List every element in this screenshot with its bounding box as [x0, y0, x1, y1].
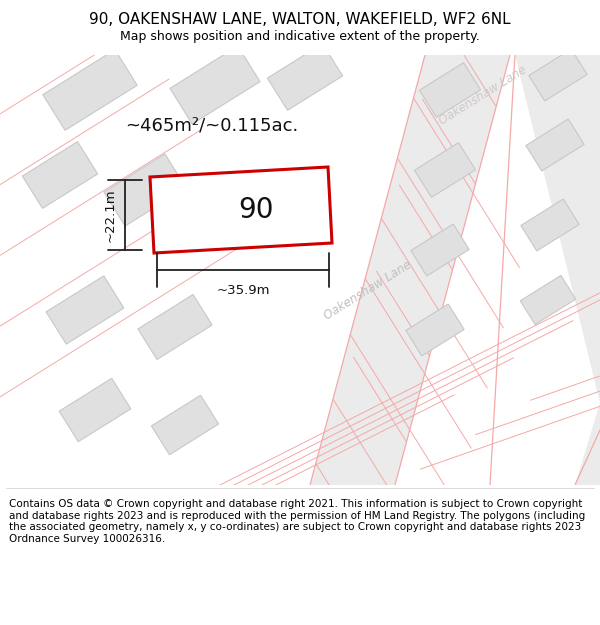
Polygon shape	[22, 142, 98, 208]
Polygon shape	[138, 294, 212, 359]
Polygon shape	[411, 224, 469, 276]
Polygon shape	[526, 119, 584, 171]
Polygon shape	[521, 199, 579, 251]
Polygon shape	[170, 46, 260, 124]
Polygon shape	[151, 395, 218, 455]
Polygon shape	[104, 154, 186, 226]
Polygon shape	[406, 304, 464, 356]
Polygon shape	[43, 49, 137, 131]
Text: 90, OAKENSHAW LANE, WALTON, WAKEFIELD, WF2 6NL: 90, OAKENSHAW LANE, WALTON, WAKEFIELD, W…	[89, 12, 511, 27]
Polygon shape	[419, 62, 481, 118]
Text: ~22.1m: ~22.1m	[104, 188, 117, 242]
Polygon shape	[520, 276, 576, 324]
Polygon shape	[515, 55, 600, 403]
Text: Contains OS data © Crown copyright and database right 2021. This information is : Contains OS data © Crown copyright and d…	[9, 499, 585, 544]
Text: ~35.9m: ~35.9m	[216, 284, 270, 297]
Text: Map shows position and indicative extent of the property.: Map shows position and indicative extent…	[120, 30, 480, 43]
Text: 90: 90	[238, 196, 274, 224]
Polygon shape	[415, 142, 476, 198]
Polygon shape	[268, 44, 343, 111]
Polygon shape	[150, 167, 332, 253]
Polygon shape	[310, 55, 510, 485]
Polygon shape	[59, 378, 131, 442]
Text: Oakenshaw Lane: Oakenshaw Lane	[322, 258, 414, 322]
Polygon shape	[529, 49, 587, 101]
Polygon shape	[46, 276, 124, 344]
Text: Oakenshaw Lane: Oakenshaw Lane	[437, 62, 529, 127]
Polygon shape	[490, 403, 600, 485]
Text: ~465m²/~0.115ac.: ~465m²/~0.115ac.	[125, 116, 298, 134]
